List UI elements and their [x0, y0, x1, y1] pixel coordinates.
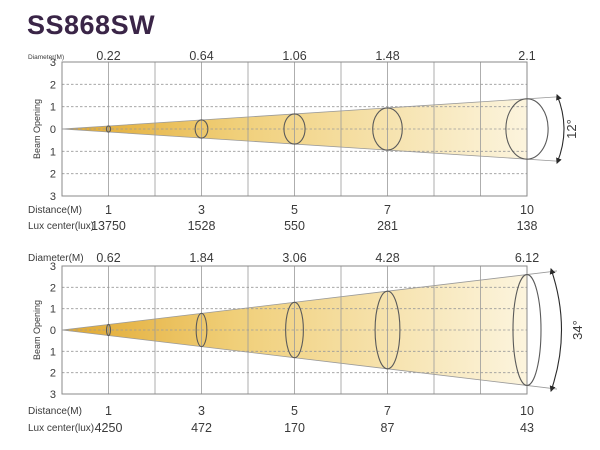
beam-cross-section-ellipse — [505, 98, 549, 160]
y-tick-label: 0 — [50, 124, 56, 136]
diameter-row-label: Diameter(M) — [28, 253, 84, 264]
chart-grid — [62, 62, 527, 196]
beam-edge-line — [61, 270, 558, 331]
lux-value: 1528 — [188, 219, 216, 233]
distance-value: 3 — [198, 404, 205, 418]
diameter-value: 1.84 — [189, 251, 213, 265]
distance-value: 7 — [384, 404, 391, 418]
y-tick-label: 2 — [50, 169, 56, 181]
lux-row-label: Lux center(lux) — [28, 221, 94, 232]
diameter-value: 0.64 — [189, 49, 213, 63]
lux-row-label: Lux center(lux) — [28, 423, 94, 434]
beam-edge-line — [61, 329, 558, 390]
diameter-value: 1.06 — [282, 49, 306, 63]
distance-value: 5 — [291, 404, 298, 418]
page-title: SS868SW — [27, 10, 156, 40]
beam-cross-section-ellipse — [195, 312, 208, 348]
lux-value: 550 — [284, 219, 305, 233]
y-tick-label: 3 — [50, 389, 56, 401]
beam-angle-arrow — [549, 268, 563, 392]
y-tick-label: 2 — [50, 79, 56, 91]
diameter-value: 3.06 — [282, 251, 306, 265]
y-tick-label: 1 — [50, 146, 56, 158]
distance-value: 1 — [105, 404, 112, 418]
distance-row-label: Distance(M) — [28, 406, 82, 417]
distance-value: 10 — [520, 203, 534, 217]
diameter-value: 0.22 — [96, 49, 120, 63]
y-tick-label: 3 — [50, 261, 56, 273]
lux-value: 4250 — [95, 421, 123, 435]
distance-value: 1 — [105, 203, 112, 217]
y-tick-label: 0 — [50, 325, 56, 337]
diameter-value: 0.62 — [96, 251, 120, 265]
distance-value: 10 — [520, 404, 534, 418]
beam-cross-section-ellipse — [105, 125, 112, 133]
beam-cross-section-ellipse — [105, 323, 112, 337]
y-tick-label: 2 — [50, 368, 56, 380]
distance-value: 3 — [198, 203, 205, 217]
diameter-row-label: Diameter(M) — [28, 54, 64, 61]
diameter-value: 6.12 — [515, 251, 539, 265]
lux-value: 170 — [284, 421, 305, 435]
diameter-value: 4.28 — [375, 251, 399, 265]
beam-cross-section-ellipse — [512, 273, 542, 387]
distance-value: 5 — [291, 203, 298, 217]
distance-value: 7 — [384, 203, 391, 217]
beam-opening-axis-label: Beam Opening — [32, 300, 42, 360]
lux-value: 43 — [520, 421, 534, 435]
beam-cross-section-ellipse — [285, 301, 304, 359]
beam-opening-axis-label: Beam Opening — [32, 99, 42, 159]
beam-edge-line — [61, 128, 558, 162]
lux-value: 281 — [377, 219, 398, 233]
chart-grid — [62, 266, 527, 394]
beam-cross-section-ellipse — [374, 290, 401, 370]
beam-cross-section-ellipse — [372, 107, 403, 151]
lux-value: 472 — [191, 421, 212, 435]
y-tick-label: 1 — [50, 346, 56, 358]
beam-cross-section-ellipse — [283, 113, 306, 145]
beam-edge-line — [61, 96, 558, 130]
beam-angle-arrow — [556, 93, 565, 165]
beam-cross-section-ellipse — [194, 119, 209, 139]
diameter-value: 1.48 — [375, 49, 399, 63]
y-tick-label: 1 — [50, 304, 56, 316]
y-tick-label: 2 — [50, 282, 56, 294]
diameter-value: 2.1 — [518, 49, 535, 63]
y-tick-label: 3 — [50, 191, 56, 203]
lux-value: 87 — [381, 421, 395, 435]
y-tick-label: 3 — [50, 57, 56, 69]
lux-value: 13750 — [91, 219, 126, 233]
beam-angle-label: 12° — [564, 119, 579, 139]
y-tick-label: 1 — [50, 102, 56, 114]
beam-angle-label: 34° — [570, 320, 585, 340]
distance-row-label: Distance(M) — [28, 205, 82, 216]
lux-value: 138 — [517, 219, 538, 233]
